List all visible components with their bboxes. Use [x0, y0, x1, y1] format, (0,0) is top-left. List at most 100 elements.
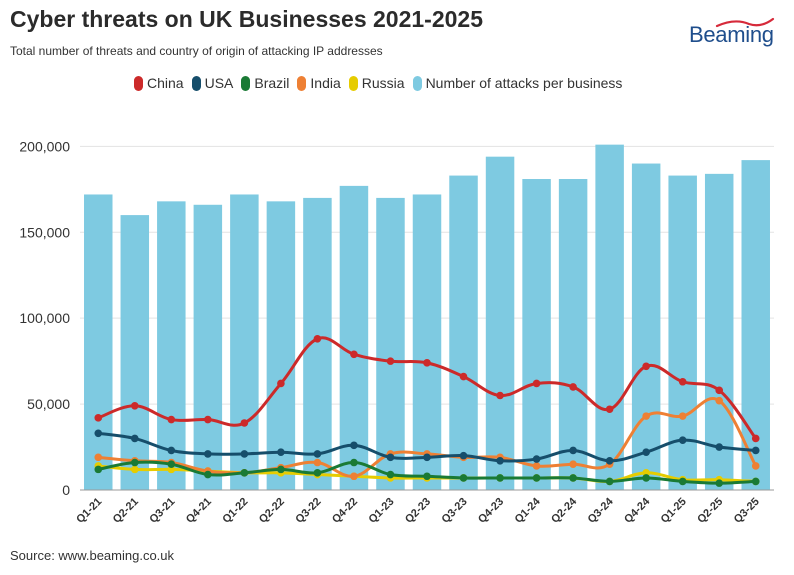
point-usa	[313, 450, 322, 458]
point-usa	[642, 448, 650, 457]
point-china	[569, 383, 577, 391]
bar-attacks	[120, 215, 150, 490]
legend-swatch	[297, 75, 307, 91]
point-usa	[167, 446, 176, 455]
bar-attacks	[339, 185, 369, 490]
legend-label: Number of attacks per business	[425, 75, 623, 91]
x-tick-label: Q2-24	[549, 495, 580, 526]
point-brazil	[751, 477, 760, 486]
point-china	[313, 335, 322, 343]
bar-attacks	[376, 197, 405, 490]
bar-attacks	[558, 179, 588, 490]
legend-item: China	[134, 75, 184, 91]
point-brazil	[350, 458, 358, 467]
point-usa	[386, 453, 395, 462]
point-china	[678, 377, 687, 386]
point-usa	[715, 443, 724, 451]
point-china	[496, 391, 504, 400]
point-china	[167, 415, 176, 424]
bar-attacks	[412, 194, 442, 491]
bar-attacks	[449, 175, 478, 490]
chart-legend: China USA Brazil India Russia Number of attac…	[134, 73, 630, 93]
point-brazil	[167, 460, 176, 469]
legend-item: Number of attacks per business	[412, 75, 623, 91]
x-tick-label: Q3-22	[293, 496, 323, 526]
point-india	[94, 453, 103, 462]
point-china	[715, 386, 724, 395]
bar-attacks	[84, 194, 113, 491]
point-china	[240, 419, 249, 427]
point-india	[313, 458, 322, 467]
point-brazil	[423, 472, 431, 481]
x-tick-label: Q3-25	[732, 496, 762, 526]
x-tick-label: Q3-24	[586, 495, 617, 526]
bar-attacks	[595, 144, 624, 491]
point-india	[642, 412, 650, 420]
point-brazil	[532, 474, 541, 482]
bar-attacks	[522, 179, 551, 490]
x-tick-label: Q4-22	[330, 496, 360, 526]
point-brazil	[496, 474, 504, 482]
x-tick-label: Q2-25	[695, 496, 725, 526]
point-india	[678, 412, 687, 420]
point-usa	[130, 434, 139, 443]
x-tick-label: Q4-23	[476, 496, 506, 526]
point-usa	[350, 441, 358, 450]
legend-item: Brazil	[241, 75, 289, 91]
point-brazil	[642, 474, 650, 482]
x-tick-label: Q1-24	[513, 495, 544, 526]
x-tick-label: Q2-21	[111, 496, 141, 526]
y-tick-label: 150,000	[19, 224, 70, 240]
bar-attacks	[193, 204, 223, 491]
point-india	[751, 462, 760, 470]
point-usa	[569, 446, 577, 455]
source-note: Source: www.beaming.co.uk	[10, 548, 175, 563]
bar-attacks	[157, 201, 186, 490]
brand-name: Beaming	[689, 22, 774, 47]
point-india	[532, 462, 541, 470]
point-usa	[277, 448, 285, 457]
swoosh-icon	[715, 17, 775, 28]
x-tick-label: Q4-24	[622, 495, 653, 526]
chart-subtitle: Total number of threats and country of o…	[10, 44, 383, 58]
point-china	[423, 359, 431, 367]
legend-label: China	[147, 75, 184, 91]
point-china	[532, 379, 541, 388]
point-usa	[423, 453, 431, 462]
point-usa	[94, 429, 103, 438]
point-brazil	[605, 477, 614, 486]
point-brazil	[204, 470, 212, 479]
x-tick-label: Q1-21	[74, 496, 104, 526]
point-china	[751, 434, 760, 443]
legend-item: India	[297, 75, 341, 91]
point-india	[569, 460, 577, 469]
legend-item: USA	[191, 75, 233, 91]
brand-logo: Beaming	[689, 16, 781, 56]
point-brazil	[240, 469, 249, 477]
point-usa	[751, 446, 760, 455]
x-tick-label: Q1-22	[220, 496, 250, 526]
point-china	[130, 402, 139, 410]
point-usa	[204, 450, 212, 458]
point-brazil	[386, 470, 395, 479]
y-tick-label: 200,000	[19, 138, 70, 154]
legend-label: Brazil	[254, 75, 290, 91]
legend-swatch	[412, 75, 422, 91]
point-usa	[532, 455, 541, 463]
x-tick-label: Q3-21	[147, 496, 177, 526]
x-tick-label: Q1-23	[366, 496, 396, 526]
bar-attacks	[266, 201, 296, 490]
point-china	[277, 379, 285, 388]
legend-label: Russia	[361, 75, 405, 91]
legend-item: Russia	[348, 75, 405, 91]
x-tick-label: Q2-23	[403, 496, 433, 526]
point-china	[204, 415, 212, 424]
point-brazil	[94, 465, 103, 474]
point-china	[94, 414, 103, 422]
point-usa	[605, 456, 614, 465]
bar-attacks	[230, 194, 259, 491]
point-china	[605, 405, 614, 414]
x-tick-label: Q4-21	[184, 496, 214, 526]
y-tick-label: 100,000	[19, 310, 70, 326]
